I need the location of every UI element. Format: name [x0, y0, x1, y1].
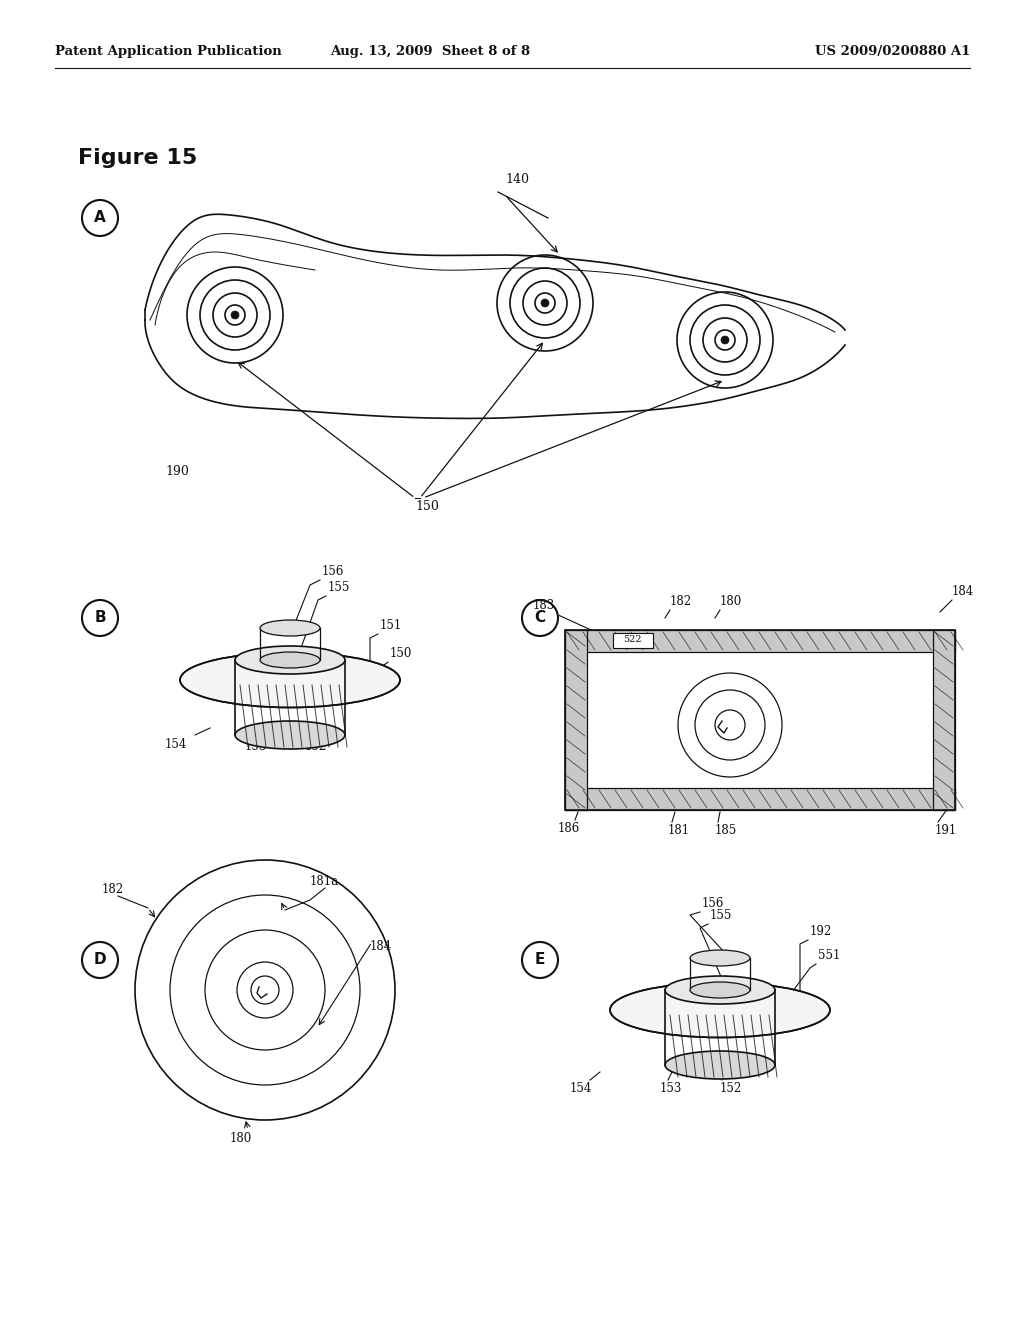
Text: 184: 184 [370, 940, 392, 953]
Text: 154: 154 [165, 738, 187, 751]
Bar [565, 788, 955, 810]
Text: 522: 522 [624, 635, 642, 644]
Text: 185: 185 [715, 824, 737, 837]
Text: 152: 152 [720, 1082, 742, 1096]
Text: Aug. 13, 2009  Sheet 8 of 8: Aug. 13, 2009 Sheet 8 of 8 [330, 45, 530, 58]
Bar [565, 630, 955, 652]
Text: 140: 140 [505, 173, 529, 186]
Text: 154: 154 [570, 1082, 592, 1096]
Text: 181a: 181a [310, 875, 339, 888]
Text: 184: 184 [952, 585, 974, 598]
Bar [565, 630, 955, 810]
Text: 180: 180 [230, 1133, 252, 1144]
Text: 192: 192 [810, 925, 833, 939]
Bar [613, 634, 653, 648]
Text: E: E [535, 953, 545, 968]
Circle shape [721, 337, 729, 345]
Bar [565, 630, 587, 810]
Text: 182: 182 [102, 883, 124, 896]
Ellipse shape [260, 620, 319, 636]
Text: 183: 183 [532, 599, 555, 612]
Text: 156: 156 [322, 565, 344, 578]
Circle shape [251, 975, 279, 1005]
Text: 182: 182 [670, 595, 692, 609]
Ellipse shape [665, 1051, 775, 1078]
Ellipse shape [690, 950, 750, 966]
Text: 150: 150 [390, 647, 413, 660]
Ellipse shape [690, 982, 750, 998]
Text: 150: 150 [415, 500, 439, 513]
Ellipse shape [610, 982, 830, 1038]
Text: 151: 151 [380, 619, 402, 632]
Text: D: D [93, 953, 106, 968]
Text: A: A [94, 210, 105, 226]
Text: 180: 180 [720, 595, 742, 609]
Text: Patent Application Publication: Patent Application Publication [55, 45, 282, 58]
Ellipse shape [234, 721, 345, 748]
Ellipse shape [180, 652, 400, 708]
Text: B: B [94, 610, 105, 626]
Bar [933, 630, 955, 810]
Ellipse shape [260, 652, 319, 668]
Text: 155: 155 [328, 581, 350, 594]
Text: 152: 152 [305, 741, 328, 752]
Text: 190: 190 [165, 465, 188, 478]
Text: 155: 155 [710, 909, 732, 921]
Ellipse shape [234, 645, 345, 675]
Text: 191: 191 [935, 824, 957, 837]
Text: C: C [535, 610, 546, 626]
Text: 551: 551 [818, 949, 841, 962]
Bar [587, 652, 933, 788]
Text: 153: 153 [245, 741, 267, 752]
Ellipse shape [665, 975, 775, 1005]
Text: 156: 156 [702, 898, 724, 909]
Text: US 2009/0200880 A1: US 2009/0200880 A1 [815, 45, 970, 58]
Text: Figure 15: Figure 15 [78, 148, 198, 168]
Text: 181: 181 [668, 824, 690, 837]
Circle shape [541, 300, 549, 308]
Text: 153: 153 [660, 1082, 682, 1096]
Circle shape [231, 312, 239, 319]
Text: 186: 186 [558, 822, 581, 836]
